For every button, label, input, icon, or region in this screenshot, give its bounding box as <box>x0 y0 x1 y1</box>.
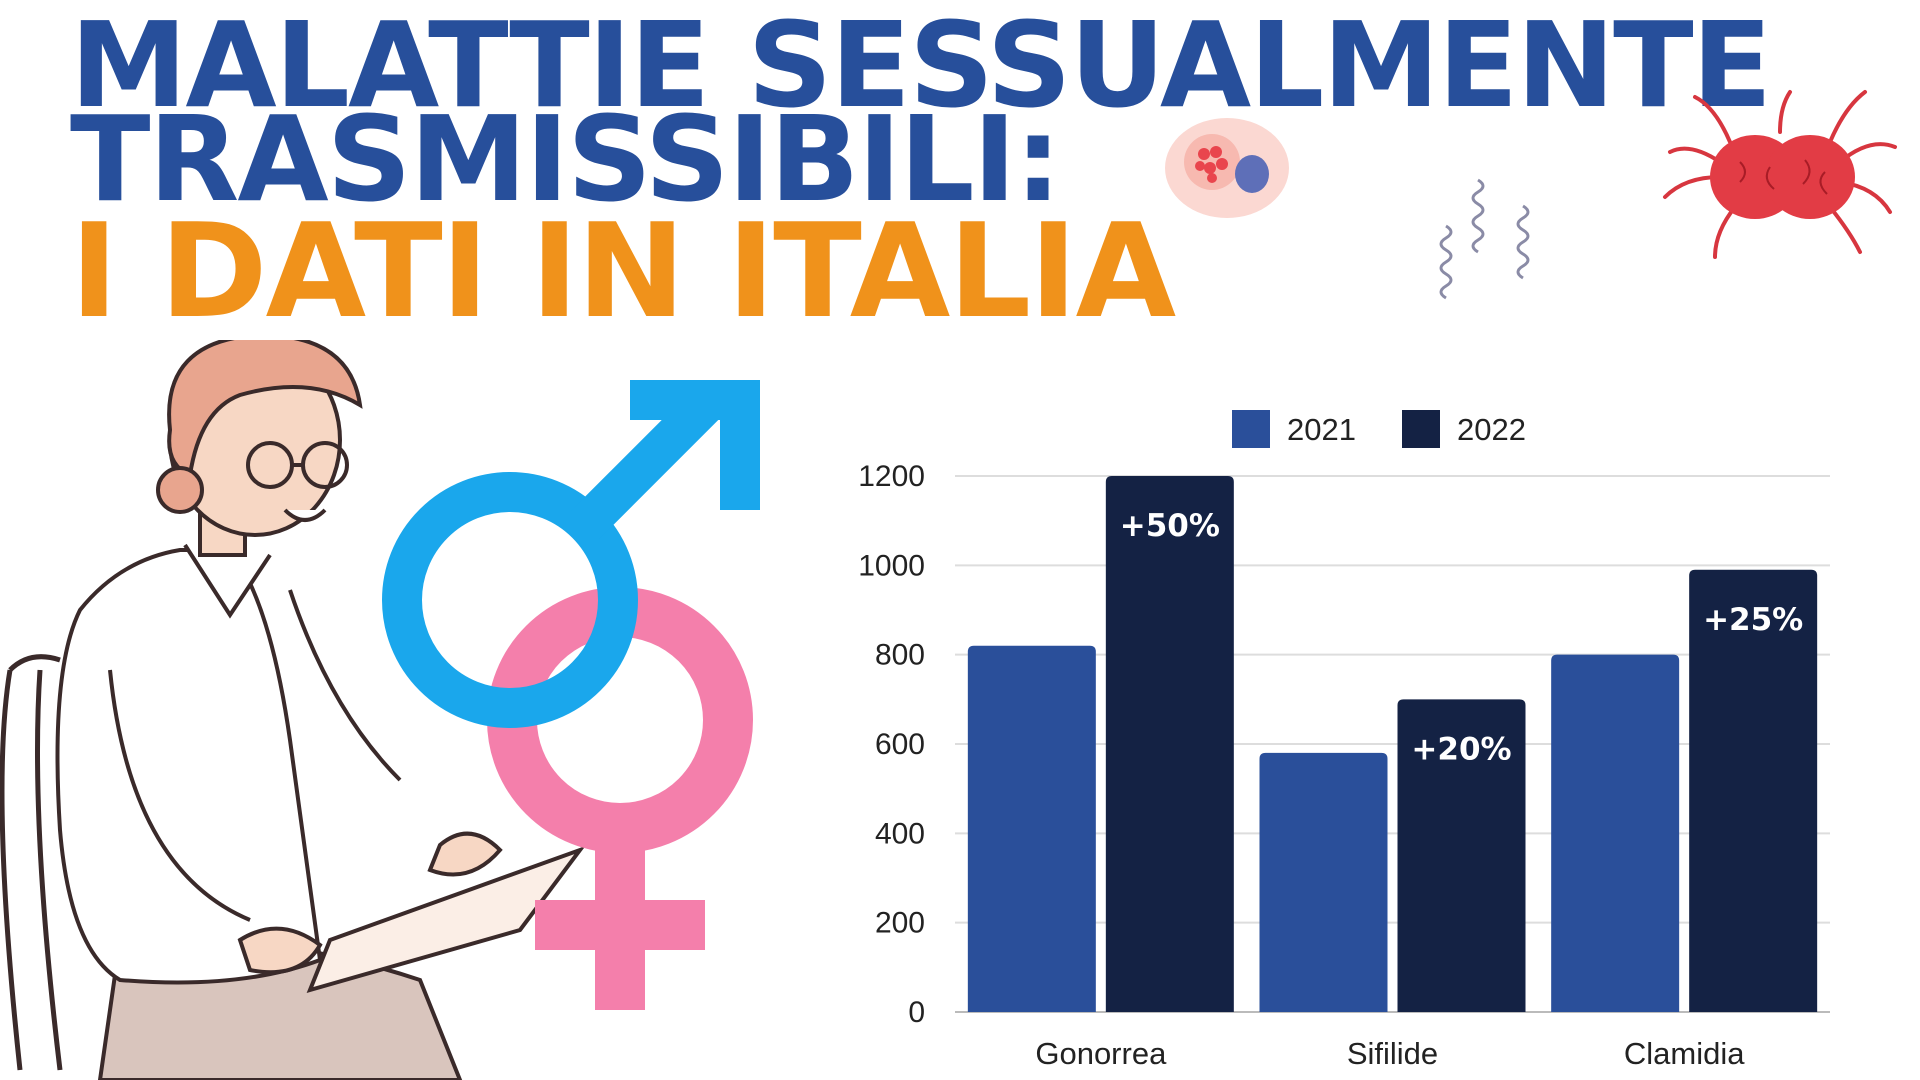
title-line-1: MALATTIE SESSUALMENTE <box>70 0 1772 134</box>
chart-gridlines <box>955 475 1830 1013</box>
legend-swatch-2022 <box>1402 410 1440 448</box>
data-label-sifilide: +20% <box>1411 731 1511 767</box>
bar-gonorrea-2021 <box>967 645 1096 1012</box>
y-tick-label: 1200 <box>858 460 925 493</box>
woman-with-document-illustration <box>0 340 586 1080</box>
bar-sifilide-2022 <box>1397 699 1526 1012</box>
chart-legend: 2021 2022 <box>1232 410 1526 448</box>
x-category-label: Gonorrea <box>1035 1036 1167 1071</box>
y-tick-label: 800 <box>875 639 925 672</box>
y-tick-label: 600 <box>875 728 925 761</box>
bar-sifilide-2021 <box>1259 752 1388 1012</box>
cell-icon <box>1165 118 1289 218</box>
data-label-gonorrea: +50% <box>1120 508 1220 544</box>
bar-gonorrea-2022 <box>1105 476 1234 1012</box>
male-symbol-icon <box>382 380 760 728</box>
legend-label-2021: 2021 <box>1287 412 1356 447</box>
title-line-2: TRASMISSIBILI: <box>70 90 1062 228</box>
y-tick-label: 200 <box>875 907 925 940</box>
y-tick-label: 1000 <box>858 549 925 582</box>
x-category-label: Clamidia <box>1624 1036 1745 1071</box>
y-axis-ticks: 0 200 400 600 800 1000 1200 <box>858 460 925 1029</box>
bar-clamidia-2022 <box>1689 569 1818 1012</box>
data-label-clamidia: +25% <box>1703 602 1803 638</box>
chart-bars: +50% +20% +25% <box>967 476 1818 1012</box>
y-tick-label: 400 <box>875 817 925 850</box>
mite-icon <box>1663 90 1897 259</box>
bar-clamidia-2021 <box>1551 654 1680 1012</box>
x-axis-categories: Gonorrea Sifilide Clamidia <box>1035 1036 1745 1071</box>
x-category-label: Sifilide <box>1347 1036 1438 1071</box>
legend-swatch-2021 <box>1232 410 1270 448</box>
title-line-3: I DATI IN ITALIA <box>70 195 1176 347</box>
y-tick-label: 0 <box>908 996 925 1029</box>
spirochete-icon <box>1439 178 1530 300</box>
legend-label-2022: 2022 <box>1457 412 1526 447</box>
